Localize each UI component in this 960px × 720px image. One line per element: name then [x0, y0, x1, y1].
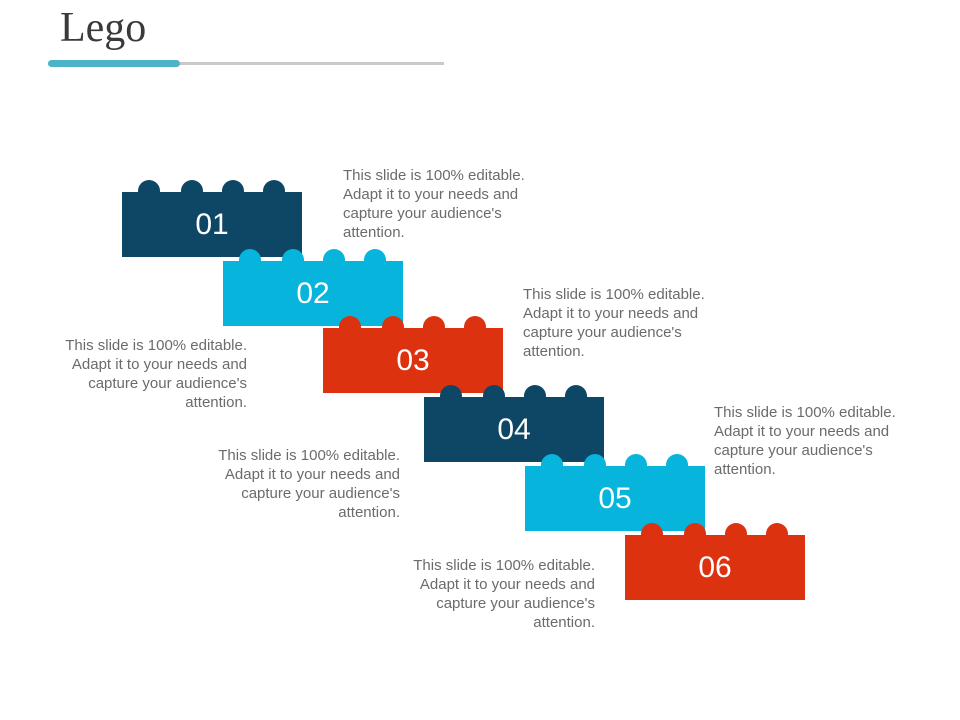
- brick-stud: [364, 249, 386, 267]
- brick-stud: [524, 385, 546, 403]
- brick-stud: [239, 249, 261, 267]
- brick-stud: [423, 316, 445, 334]
- brick-stud: [625, 454, 647, 472]
- brick-stud: [766, 523, 788, 541]
- lego-brick-03: 03: [323, 316, 503, 393]
- title-underline: [48, 62, 444, 65]
- lego-brick-06: 06: [625, 523, 805, 600]
- step-02-description: This slide is 100% editable. Adapt it to…: [523, 286, 705, 360]
- brick-stud: [725, 523, 747, 541]
- brick-stud: [483, 385, 505, 403]
- step-number: 04: [497, 412, 531, 446]
- brick-stud: [565, 385, 587, 403]
- lego-brick-05: 05: [525, 454, 705, 531]
- brick-stud: [339, 316, 361, 334]
- slide-title: Lego: [60, 5, 147, 51]
- lego-brick-01: 01: [122, 180, 302, 257]
- step-number: 02: [296, 276, 330, 310]
- brick-stud: [584, 454, 606, 472]
- step-number: 06: [698, 550, 732, 584]
- brick-stud: [263, 180, 285, 198]
- step-06-description: This slide is 100% editable. Adapt it to…: [413, 557, 595, 631]
- brick-stud: [222, 180, 244, 198]
- title-underline-accent: [48, 60, 180, 67]
- brick-stud: [684, 523, 706, 541]
- lego-brick-04: 04: [424, 385, 604, 462]
- brick-stud: [323, 249, 345, 267]
- step-number: 01: [195, 207, 229, 241]
- brick-stud: [382, 316, 404, 334]
- step-03-description: This slide is 100% editable. Adapt it to…: [65, 337, 247, 411]
- step-number: 03: [396, 343, 430, 377]
- brick-stud: [641, 523, 663, 541]
- lego-brick-02: 02: [223, 249, 403, 326]
- brick-stud: [138, 180, 160, 198]
- step-04-description: This slide is 100% editable. Adapt it to…: [218, 447, 400, 521]
- brick-stud: [181, 180, 203, 198]
- brick-stud: [541, 454, 563, 472]
- brick-stud: [666, 454, 688, 472]
- brick-stud: [464, 316, 486, 334]
- brick-stud: [282, 249, 304, 267]
- step-number: 05: [598, 481, 632, 515]
- brick-stud: [440, 385, 462, 403]
- step-01-description: This slide is 100% editable. Adapt it to…: [343, 167, 525, 241]
- step-05-description: This slide is 100% editable. Adapt it to…: [714, 404, 896, 478]
